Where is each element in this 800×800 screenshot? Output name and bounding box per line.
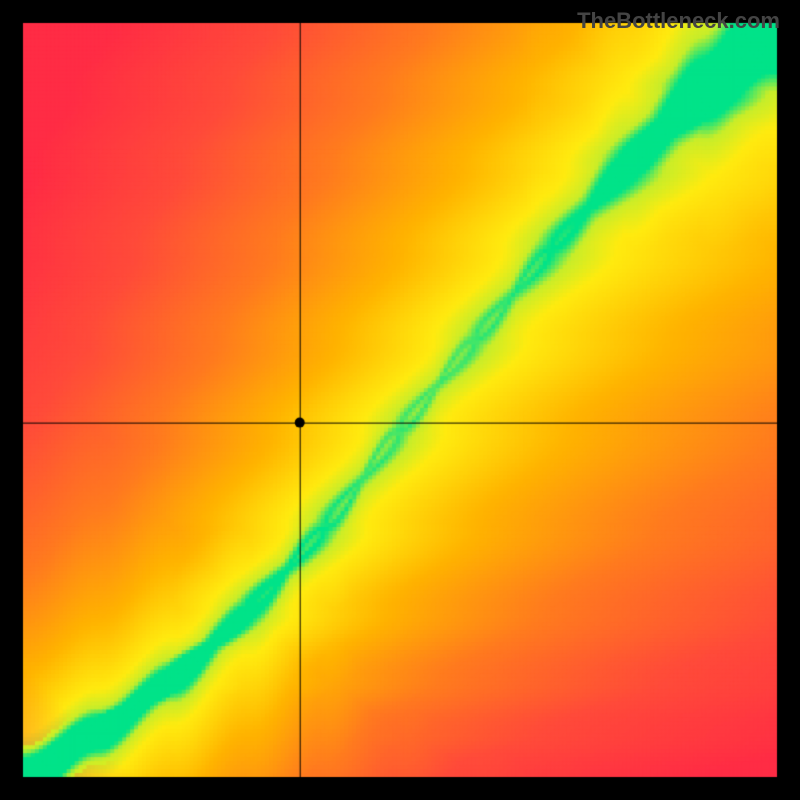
heatmap-canvas bbox=[0, 0, 800, 800]
bottleneck-heatmap-chart: TheBottleneck.com bbox=[0, 0, 800, 800]
watermark-text: TheBottleneck.com bbox=[577, 8, 780, 34]
